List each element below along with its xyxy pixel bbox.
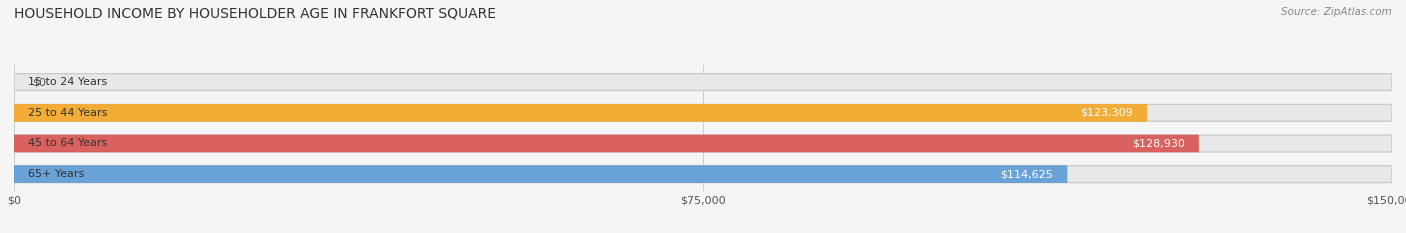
Text: $114,625: $114,625 <box>1001 169 1053 179</box>
FancyBboxPatch shape <box>14 104 1392 121</box>
FancyBboxPatch shape <box>14 135 1392 152</box>
FancyBboxPatch shape <box>14 166 1392 183</box>
Text: Source: ZipAtlas.com: Source: ZipAtlas.com <box>1281 7 1392 17</box>
FancyBboxPatch shape <box>14 166 1067 183</box>
Text: $123,309: $123,309 <box>1080 108 1133 118</box>
Text: 45 to 64 Years: 45 to 64 Years <box>28 138 107 148</box>
FancyBboxPatch shape <box>14 135 1198 152</box>
FancyBboxPatch shape <box>14 104 1147 121</box>
FancyBboxPatch shape <box>14 74 1392 91</box>
Text: $128,930: $128,930 <box>1132 138 1185 148</box>
Text: 15 to 24 Years: 15 to 24 Years <box>28 77 107 87</box>
Text: 25 to 44 Years: 25 to 44 Years <box>28 108 107 118</box>
Text: 65+ Years: 65+ Years <box>28 169 84 179</box>
Text: HOUSEHOLD INCOME BY HOUSEHOLDER AGE IN FRANKFORT SQUARE: HOUSEHOLD INCOME BY HOUSEHOLDER AGE IN F… <box>14 7 496 21</box>
Text: $0: $0 <box>32 77 46 87</box>
